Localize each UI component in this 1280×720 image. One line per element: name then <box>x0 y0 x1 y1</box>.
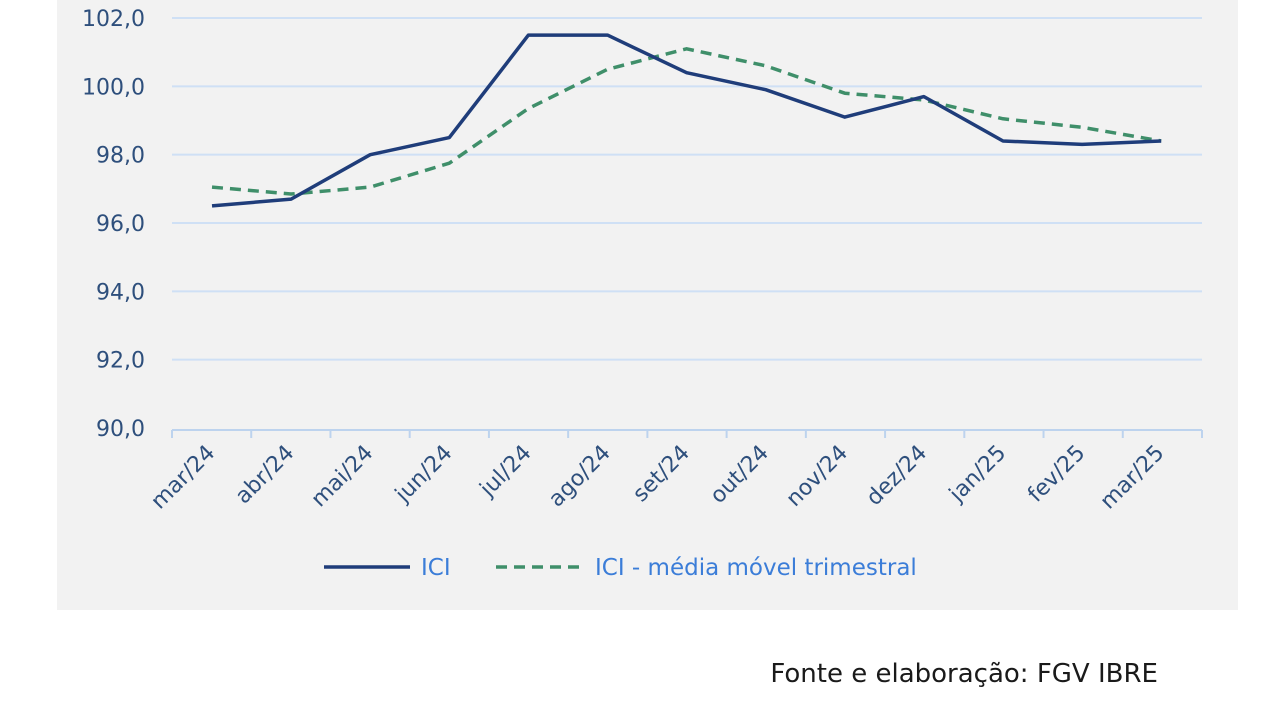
y-tick-label: 92,0 <box>96 349 145 374</box>
y-tick-label: 98,0 <box>96 144 145 169</box>
x-tick-label: abr/24 <box>231 441 300 510</box>
y-tick-label: 100,0 <box>82 75 145 100</box>
legend-label-moving-average: ICI - média móvel trimestral <box>595 555 917 581</box>
x-tick-label: out/24 <box>706 441 774 509</box>
x-tick-label: mar/25 <box>1096 441 1170 515</box>
series-line-ici <box>211 33 1162 208</box>
y-tick-label: 96,0 <box>96 212 145 237</box>
x-tick-label: nov/24 <box>782 441 853 512</box>
x-tick-label: ago/24 <box>544 441 616 513</box>
x-axis-tick-labels: mar/24 abr/24 mai/24 jun/24 jul/24 ago/24 set/… <box>146 441 1169 515</box>
x-tick-label: mai/24 <box>307 441 379 513</box>
legend-label-ici: ICI <box>421 555 451 581</box>
y-axis-tick-labels: 90,0 92,0 94,0 96,0 98,0 100,0 102,0 <box>82 7 145 442</box>
chart-panel <box>57 0 1238 610</box>
x-tick-label: dez/24 <box>862 441 932 511</box>
y-tick-label: 90,0 <box>96 417 145 442</box>
x-tick-label: mar/24 <box>146 441 220 515</box>
x-axis <box>171 429 1203 438</box>
gridlines <box>172 17 1202 361</box>
legend: ICI ICI - média móvel trimestral <box>324 555 917 581</box>
x-tick-label: jul/24 <box>475 441 537 503</box>
y-tick-label: 102,0 <box>82 7 145 32</box>
x-tick-label: fev/25 <box>1023 441 1090 508</box>
series-line-moving-average <box>211 47 1162 196</box>
x-tick-label: jun/24 <box>390 441 457 508</box>
x-tick-label: jan/25 <box>944 441 1011 508</box>
x-tick-label: set/24 <box>628 441 694 507</box>
series-lines <box>211 33 1162 208</box>
y-tick-label: 94,0 <box>96 280 145 305</box>
source-note: Fonte e elaboração: FGV IBRE <box>770 659 1158 689</box>
